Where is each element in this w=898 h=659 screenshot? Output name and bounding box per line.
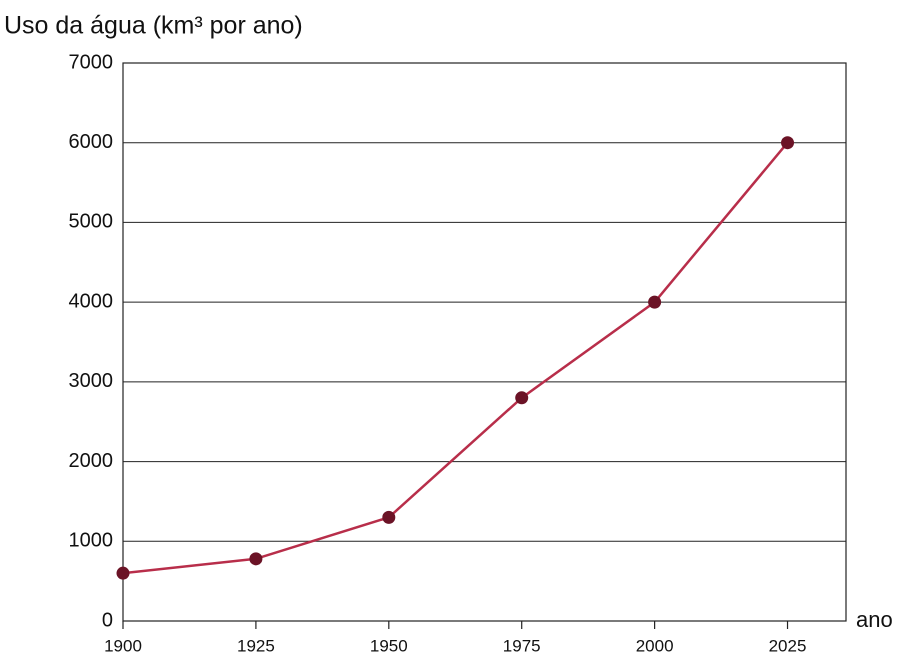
- y-tick-label: 0: [102, 609, 113, 631]
- y-tick-label: 4000: [69, 290, 114, 312]
- x-tick-label: 1900: [104, 636, 142, 655]
- point: [116, 566, 130, 580]
- y-tick-label: 7000: [69, 51, 114, 73]
- point: [781, 136, 795, 150]
- x-tick-label: 1975: [503, 636, 541, 655]
- y-tick-label: 5000: [69, 211, 114, 233]
- point: [515, 391, 529, 405]
- y-tick-label: 6000: [69, 131, 114, 153]
- plot-frame: [122, 62, 847, 622]
- y-tick-label: 1000: [69, 530, 114, 552]
- point: [648, 295, 662, 309]
- y-tick-label: 3000: [69, 370, 114, 392]
- x-axis-title: ano: [856, 607, 893, 632]
- x-tick-label: 1950: [370, 636, 408, 655]
- x-tick-label: 2025: [769, 636, 807, 655]
- y-axis-title: Uso da água (km³ por ano): [4, 12, 303, 40]
- y-tick-label: 2000: [69, 450, 114, 472]
- x-tick-label: 2000: [636, 636, 674, 655]
- point: [382, 510, 396, 524]
- series-line: [122, 141, 789, 575]
- point: [249, 552, 263, 566]
- x-tick-label: 1925: [237, 636, 275, 655]
